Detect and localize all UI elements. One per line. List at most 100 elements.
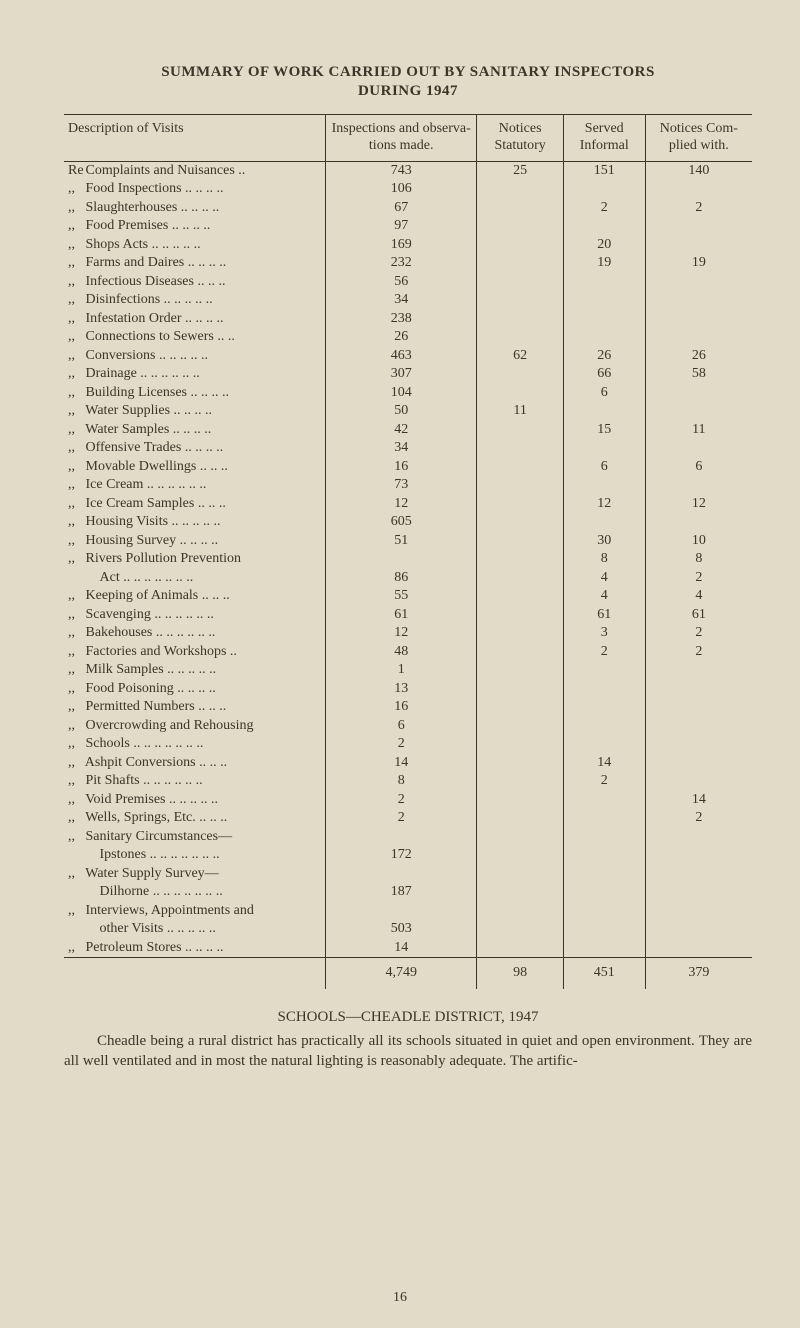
cell-description: ,, Interviews, Appointments and xyxy=(64,902,325,921)
cell-col1: 26 xyxy=(325,328,477,347)
cell-col4 xyxy=(645,661,752,680)
table-row: Act .. .. .. .. .. .. ..8642 xyxy=(64,569,752,588)
cell-col1: 605 xyxy=(325,513,477,532)
cell-description: ,, Infestation Order .. .. .. .. xyxy=(64,310,325,329)
cell-col4 xyxy=(645,754,752,773)
cell-description: ,, Shops Acts .. .. .. .. .. xyxy=(64,236,325,255)
cell-col3 xyxy=(563,273,645,292)
cell-col3 xyxy=(563,310,645,329)
cell-col3 xyxy=(563,846,645,865)
cell-description: ,, Factories and Workshops .. xyxy=(64,643,325,662)
cell-col4: 61 xyxy=(645,606,752,625)
cell-col1: 16 xyxy=(325,458,477,477)
cell-col2 xyxy=(477,199,563,218)
cell-col2 xyxy=(477,569,563,588)
cell-col4 xyxy=(645,273,752,292)
cell-col2: 62 xyxy=(477,347,563,366)
table-row: ,, Ice Cream Samples .. .. ..121212 xyxy=(64,495,752,514)
cell-col4 xyxy=(645,717,752,736)
cell-col1: 61 xyxy=(325,606,477,625)
cell-col3 xyxy=(563,717,645,736)
cell-col2 xyxy=(477,754,563,773)
th-notices-statutory: Notices Statutory xyxy=(477,115,563,162)
cell-col4 xyxy=(645,920,752,939)
cell-description: ,, Food Poisoning .. .. .. .. xyxy=(64,680,325,699)
cell-col4: 6 xyxy=(645,458,752,477)
cell-col2 xyxy=(477,513,563,532)
cell-description: ,, Disinfections .. .. .. .. .. xyxy=(64,291,325,310)
cell-description: ,, Void Premises .. .. .. .. .. xyxy=(64,791,325,810)
table-row: ,, Infestation Order .. .. .. ..238 xyxy=(64,310,752,329)
table-row: Dilhorne .. .. .. .. .. .. ..187 xyxy=(64,883,752,902)
cell-col2 xyxy=(477,458,563,477)
cell-col4 xyxy=(645,310,752,329)
cell-col3: 4 xyxy=(563,587,645,606)
table-totals-row: 4,74998451379 xyxy=(64,958,752,989)
cell-description: ,, Overcrowding and Rehousing xyxy=(64,717,325,736)
table-row: ,, Food Inspections .. .. .. ..106 xyxy=(64,180,752,199)
cell-description: ,, Slaughterhouses .. .. .. .. xyxy=(64,199,325,218)
cell-col3: 8 xyxy=(563,550,645,569)
table-row: ,, Infectious Diseases .. .. ..56 xyxy=(64,273,752,292)
cell-col3: 15 xyxy=(563,421,645,440)
cell-col2 xyxy=(477,606,563,625)
cell-col2 xyxy=(477,273,563,292)
table-row: ,, Offensive Trades .. .. .. ..34 xyxy=(64,439,752,458)
cell-col2 xyxy=(477,809,563,828)
table-row: ,, Disinfections .. .. .. .. ..34 xyxy=(64,291,752,310)
table-header-row: Description of Visits Inspections and ob… xyxy=(64,115,752,162)
page-number: 16 xyxy=(0,1290,800,1306)
cell-col2 xyxy=(477,532,563,551)
cell-col1: 2 xyxy=(325,809,477,828)
table-row: ,, Food Poisoning .. .. .. ..13 xyxy=(64,680,752,699)
th-served-informal: Served Informal xyxy=(563,115,645,162)
cell-col3 xyxy=(563,920,645,939)
cell-description: ,, Pit Shafts .. .. .. .. .. .. xyxy=(64,772,325,791)
cell-col2 xyxy=(477,550,563,569)
cell-col4: 8 xyxy=(645,550,752,569)
cell-col3: 30 xyxy=(563,532,645,551)
cell-col4 xyxy=(645,476,752,495)
cell-description: ,, Keeping of Animals .. .. .. xyxy=(64,587,325,606)
cell-col3 xyxy=(563,291,645,310)
cell-col1: 503 xyxy=(325,920,477,939)
cell-col3: 66 xyxy=(563,365,645,384)
cell-description: Re Complaints and Nuisances .. xyxy=(64,161,325,180)
cell-col4 xyxy=(645,513,752,532)
document-page: SUMMARY OF WORK CARRIED OUT BY SANITARY … xyxy=(0,0,800,1328)
cell-col3: 2 xyxy=(563,772,645,791)
cell-col3 xyxy=(563,865,645,884)
cell-description: ,, Bakehouses .. .. .. .. .. .. xyxy=(64,624,325,643)
cell-description: Act .. .. .. .. .. .. .. xyxy=(64,569,325,588)
table-row: ,, Food Premises .. .. .. ..97 xyxy=(64,217,752,236)
cell-col1: 51 xyxy=(325,532,477,551)
table-row: ,, Water Samples .. .. .. ..421511 xyxy=(64,421,752,440)
cell-col4 xyxy=(645,328,752,347)
cell-description: ,, Water Supply Survey— xyxy=(64,865,325,884)
cell-col2 xyxy=(477,476,563,495)
cell-col1: 48 xyxy=(325,643,477,662)
table-row: ,, Schools .. .. .. .. .. .. ..2 xyxy=(64,735,752,754)
body-text: SCHOOLS—CHEADLE DISTRICT, 1947 Cheadle b… xyxy=(64,1007,752,1072)
cell-col2 xyxy=(477,680,563,699)
cell-col2 xyxy=(477,920,563,939)
cell-description: ,, Ashpit Conversions .. .. .. xyxy=(64,754,325,773)
cell-col4: 19 xyxy=(645,254,752,273)
cell-col1: 463 xyxy=(325,347,477,366)
table-row: ,, Petroleum Stores .. .. .. ..14 xyxy=(64,939,752,958)
cell-col2 xyxy=(477,717,563,736)
cell-col1: 2 xyxy=(325,735,477,754)
cell-description: ,, Ice Cream Samples .. .. .. xyxy=(64,495,325,514)
cell-description: ,, Petroleum Stores .. .. .. .. xyxy=(64,939,325,958)
cell-col1: 2 xyxy=(325,791,477,810)
table-row: ,, Interviews, Appointments and xyxy=(64,902,752,921)
table-row: ,, Farms and Daires .. .. .. ..2321919 xyxy=(64,254,752,273)
cell-col2 xyxy=(477,180,563,199)
table-row: Ipstones .. .. .. .. .. .. ..172 xyxy=(64,846,752,865)
th-description: Description of Visits xyxy=(64,115,325,162)
cell-col2 xyxy=(477,254,563,273)
cell-description: ,, Rivers Pollution Prevention xyxy=(64,550,325,569)
cell-description: ,, Housing Survey .. .. .. .. xyxy=(64,532,325,551)
cell-col3 xyxy=(563,828,645,847)
table-row: ,, Ice Cream .. .. .. .. .. ..73 xyxy=(64,476,752,495)
